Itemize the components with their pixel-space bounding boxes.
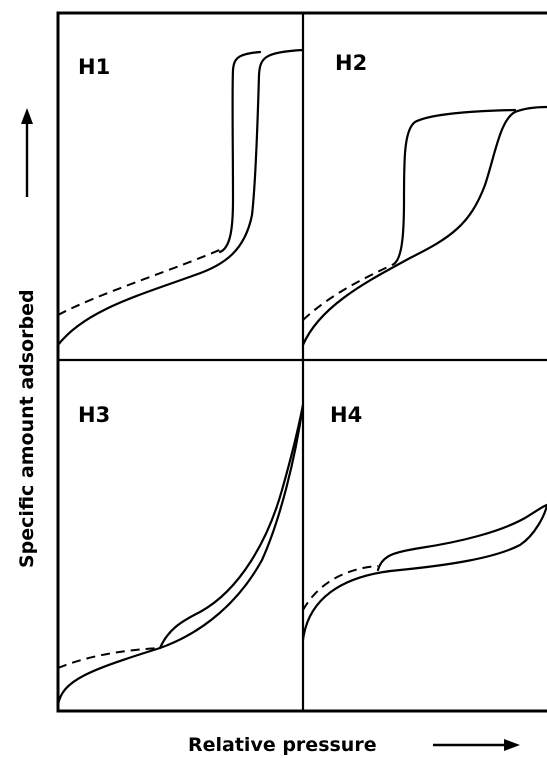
h1-adsorption-curve [56, 48, 305, 347]
h2-dashed-curve [302, 263, 395, 321]
x-axis: Relative pressure [188, 734, 520, 756]
panel-label-h2: H2 [335, 51, 367, 75]
panel-label-h3: H3 [78, 403, 110, 427]
y-axis-label: Specific amount adsorbed [16, 289, 38, 568]
panel-label-h4: H4 [330, 403, 362, 427]
h3-desorption-curve [158, 403, 305, 650]
panel-h1: H1 [56, 48, 305, 347]
y-axis: Specific amount adsorbed [16, 108, 38, 568]
h1-desorption-curve [218, 50, 262, 254]
diagram-frame [56, 11, 547, 713]
h3-dashed-curve [57, 647, 161, 669]
h2-adsorption-curve [301, 105, 547, 347]
h2-desorption-curve [392, 108, 517, 266]
x-axis-label: Relative pressure [188, 734, 377, 756]
panel-h2: H2 [301, 51, 547, 347]
x-axis-arrow-head [504, 739, 520, 751]
y-axis-arrow-head [21, 108, 33, 124]
h4-adsorption-curve [301, 503, 547, 642]
h4-desorption-curve [376, 503, 547, 572]
h4-dashed-curve [302, 565, 379, 611]
panel-h4: H4 [301, 403, 547, 642]
panel-h3: H3 [56, 403, 305, 707]
h1-dashed-curve [57, 248, 223, 316]
panel-label-h1: H1 [78, 55, 110, 79]
h3-adsorption-curve [56, 403, 305, 707]
